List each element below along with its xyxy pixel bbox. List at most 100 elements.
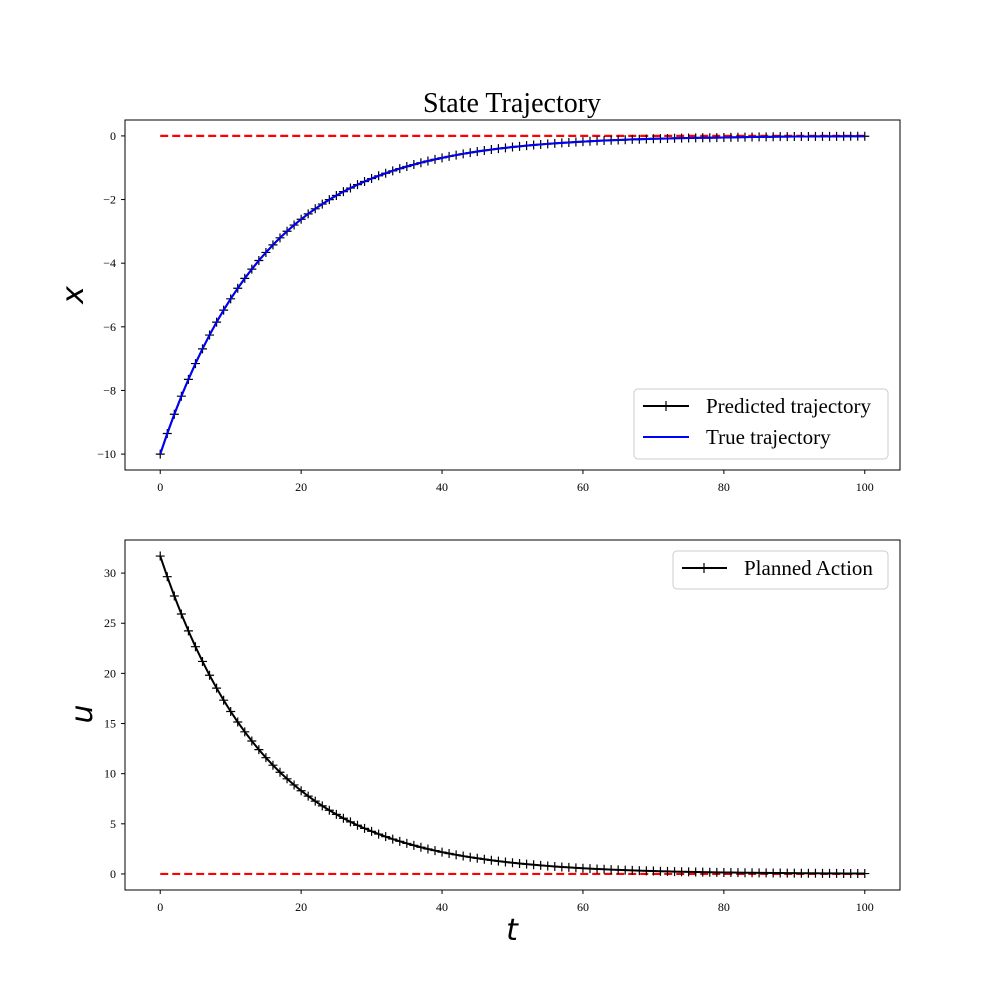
- data-point-marker: [282, 774, 292, 784]
- data-point-marker: [155, 551, 165, 561]
- data-point-marker: [423, 844, 433, 854]
- data-point-marker: [219, 695, 229, 705]
- x-tick-label: 0: [157, 900, 163, 914]
- axes-frame: [124, 539, 901, 891]
- data-point-marker: [212, 683, 222, 693]
- data-point-marker: [296, 786, 306, 796]
- data-point-marker: [451, 850, 461, 860]
- legend-label-planned-action: Planned Action: [744, 556, 873, 580]
- series-line-true-trajectory: [159, 135, 865, 455]
- y-tick-label: 20: [104, 666, 116, 680]
- data-point-marker: [416, 842, 426, 852]
- x-tick-label: 60: [577, 900, 589, 914]
- data-point-marker: [388, 834, 398, 844]
- data-point-marker: [261, 753, 271, 763]
- action-plot-area: 0 20 40 60 80 100 0 5 10 15 20 25 30: [104, 539, 901, 914]
- data-point-marker: [310, 796, 320, 806]
- y-axis-label-x: x: [56, 286, 91, 305]
- y-tick-label: −4: [103, 256, 116, 270]
- y-tick-label: 15: [104, 717, 116, 731]
- data-point-marker: [472, 853, 482, 863]
- legend-label-predicted-trajectory: Predicted trajectory: [706, 394, 872, 418]
- data-point-marker: [233, 717, 243, 727]
- legend-marker-plus: [661, 401, 671, 411]
- data-point-marker: [169, 591, 179, 601]
- data-point-marker: [430, 846, 440, 856]
- y-axis-label-u: u: [65, 704, 100, 723]
- data-point-marker: [860, 869, 870, 879]
- state-legend: Predicted trajectory True trajectory: [633, 388, 889, 460]
- data-point-marker: [402, 838, 412, 848]
- data-point-marker: [275, 767, 285, 777]
- data-point-marker: [367, 826, 377, 836]
- data-point-marker: [437, 847, 447, 857]
- y-tick-label: −6: [103, 320, 116, 334]
- x-tick-label: 60: [577, 480, 589, 494]
- data-point-marker: [183, 626, 193, 636]
- data-point-marker: [458, 851, 468, 861]
- data-point-marker: [268, 760, 278, 770]
- data-point-marker: [289, 780, 299, 790]
- state-plot-area: 0 20 40 60 80 100 0 −2 −4 −6 −8 −10: [97, 119, 901, 494]
- data-point-marker: [205, 670, 215, 680]
- data-point-marker: [515, 858, 525, 868]
- y-tick-label: 10: [104, 767, 116, 781]
- x-tick-label: 100: [856, 900, 874, 914]
- data-point-marker: [493, 856, 503, 866]
- x-tick-label: 20: [295, 900, 307, 914]
- legend-marker-plus: [699, 563, 709, 573]
- legend-frame: [633, 388, 889, 460]
- series-markers-planned-action: [155, 551, 870, 879]
- y-tick-label: 30: [104, 566, 116, 580]
- data-point-marker: [345, 817, 355, 827]
- data-point-marker: [162, 572, 172, 582]
- data-point-marker: [190, 642, 200, 652]
- data-point-marker: [317, 801, 327, 811]
- data-point-marker: [444, 849, 454, 858]
- x-tick-label: 80: [718, 480, 730, 494]
- action-legend: Planned Action: [672, 550, 889, 590]
- legend-label-true-trajectory: True trajectory: [706, 425, 831, 449]
- data-point-marker: [465, 852, 475, 862]
- data-point-marker: [226, 706, 236, 716]
- y-tick-label: −8: [103, 383, 116, 397]
- data-point-marker: [247, 736, 257, 746]
- x-tick-label: 40: [436, 480, 448, 494]
- data-point-marker: [254, 745, 264, 755]
- data-point-marker: [360, 823, 370, 833]
- legend-frame: [672, 550, 889, 590]
- y-tick-label: 0: [110, 129, 116, 143]
- data-point-marker: [240, 727, 250, 737]
- data-point-marker: [374, 829, 384, 839]
- data-point-marker: [486, 855, 496, 865]
- data-point-marker: [508, 858, 517, 868]
- chart-title: State Trajectory: [423, 88, 601, 119]
- y-tick-label: −2: [103, 193, 116, 207]
- data-point-marker: [395, 836, 405, 846]
- data-point-marker: [331, 809, 341, 819]
- data-point-marker: [381, 832, 391, 842]
- data-point-marker: [324, 805, 334, 815]
- data-point-marker: [198, 656, 207, 666]
- x-tick-label: 40: [436, 900, 448, 914]
- x-tick-label: 100: [856, 480, 874, 494]
- planned-action-subplot: u t 0 20 40 60 80 100 0 5 10 15 20 25 30 Planned Act…: [65, 539, 901, 948]
- axes-frame: [124, 119, 901, 471]
- y-tick-label: 25: [104, 616, 116, 630]
- x-tick-label: 20: [295, 480, 307, 494]
- data-point-marker: [522, 859, 532, 869]
- data-point-marker: [409, 840, 419, 850]
- x-tick-label: 0: [157, 480, 163, 494]
- data-point-marker: [479, 854, 489, 864]
- y-tick-label: 5: [110, 817, 116, 831]
- data-point-marker: [303, 791, 313, 801]
- data-point-marker: [338, 813, 348, 823]
- x-axis-label-t: t: [506, 913, 519, 948]
- state-trajectory-subplot: State Trajectory x 0 20 40 60 80 100 0 −2 −4 −6 −8…: [56, 88, 901, 494]
- data-point-marker: [353, 820, 362, 830]
- y-tick-label: −10: [97, 447, 116, 461]
- y-tick-label: 0: [110, 867, 116, 881]
- data-point-marker: [500, 857, 510, 867]
